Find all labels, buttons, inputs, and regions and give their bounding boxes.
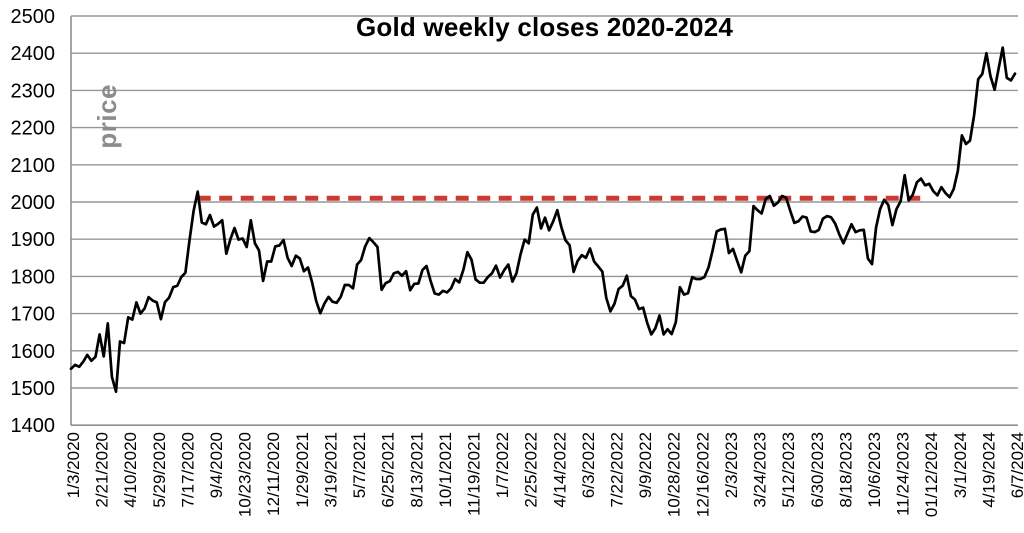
x-axis-tick-label: 6/3/2022 <box>579 432 598 498</box>
x-axis-tick-label: 2/21/2020 <box>93 432 112 508</box>
y-axis-tick-label: 1600 <box>11 341 56 363</box>
x-axis-tick-label: 10/23/2020 <box>236 432 255 517</box>
x-axis-tick-label: 4/10/2020 <box>121 432 140 508</box>
x-axis-tick-label: 5/29/2020 <box>150 432 169 508</box>
x-axis-tick-label: 3/1/2024 <box>951 432 970 498</box>
y-axis-tick-label: 2200 <box>11 118 56 140</box>
y-axis-title: price <box>92 84 122 149</box>
x-axis-tick-label: 6/30/2023 <box>808 432 827 508</box>
y-axis-tick-label: 1800 <box>11 266 56 288</box>
x-axis-tick-label: 01/12/2024 <box>922 432 941 517</box>
x-axis-tick-label: 8/18/2023 <box>836 432 855 508</box>
x-axis-tick-label: 1/7/2022 <box>493 432 512 498</box>
x-axis-tick-label: 8/13/2021 <box>407 432 426 508</box>
x-axis-tick-label: 4/14/2022 <box>550 432 569 508</box>
x-axis-tick-label: 10/1/2021 <box>436 432 455 508</box>
x-axis-tick-label: 5/7/2021 <box>350 432 369 498</box>
gold-price-line <box>69 46 1017 394</box>
x-axis-tick-label: 10/6/2023 <box>865 432 884 508</box>
x-axis-tick-label: 11/24/2023 <box>894 432 913 516</box>
chart-title: Gold weekly closes 2020-2024 <box>355 12 734 42</box>
y-axis-tick-label: 1400 <box>11 415 56 437</box>
x-axis-tick-label: 3/24/2023 <box>751 432 770 508</box>
x-axis-tick-label: 9/4/2020 <box>207 432 226 498</box>
x-axis-tick-label: 4/19/2024 <box>979 432 998 508</box>
y-axis-tick-label: 1700 <box>11 304 56 326</box>
x-axis-tick-label: 5/12/2023 <box>779 432 798 508</box>
y-axis-tick-label: 2000 <box>11 192 56 214</box>
x-axis-tick-label: 1/3/2020 <box>64 432 83 498</box>
x-axis-tick-label: 6/25/2021 <box>379 432 398 508</box>
y-axis-tick-label: 2400 <box>11 43 56 65</box>
y-axis-tick-label: 2300 <box>11 80 56 102</box>
x-axis-tick-label: 11/19/2021 <box>465 432 484 516</box>
x-axis-tick-label: 3/19/2021 <box>322 432 341 508</box>
x-axis-tick-label: 10/28/2022 <box>665 432 684 517</box>
x-axis-tick-label: 7/17/2020 <box>178 432 197 508</box>
x-axis-tick-label: 12/11/2020 <box>264 432 283 516</box>
x-axis-tick-label: 6/7/2024 <box>1008 432 1024 498</box>
x-axis-tick-label: 2/25/2022 <box>522 432 541 508</box>
x-axis-tick-label: 7/22/2022 <box>608 432 627 508</box>
y-axis-tick-label: 2500 <box>11 6 56 28</box>
x-axis-tick-label: 2/3/2023 <box>722 432 741 498</box>
y-axis-tick-label: 1500 <box>11 378 56 400</box>
y-axis-tick-label: 1900 <box>11 229 56 251</box>
x-axis-tick-label: 1/29/2021 <box>293 432 312 508</box>
x-axis-tick-label: 12/16/2022 <box>693 432 712 517</box>
x-axis-tick-label: 9/9/2022 <box>636 432 655 498</box>
y-axis-tick-label: 2100 <box>11 155 56 177</box>
